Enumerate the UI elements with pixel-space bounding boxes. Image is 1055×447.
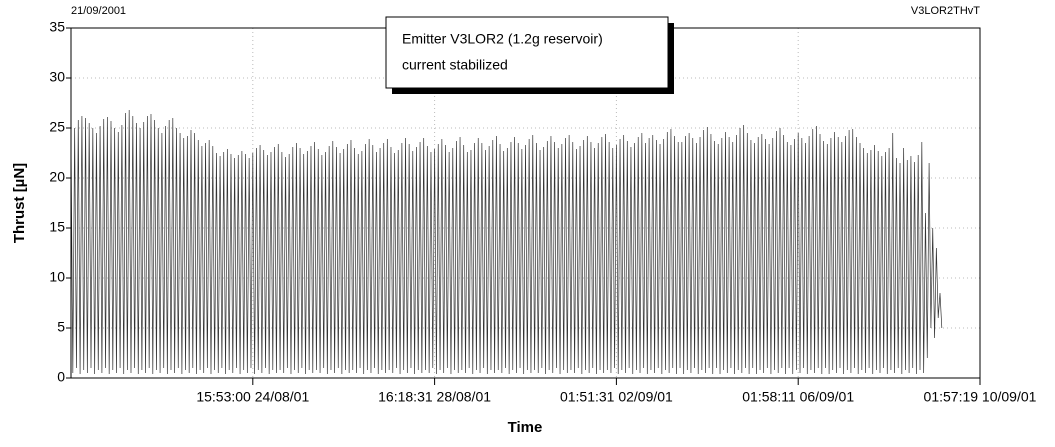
annotation-line: current stabilized [402,57,508,73]
x-tick-label: 01:51:31 02/09/01 [560,389,673,405]
y-tick-label: 5 [57,319,65,335]
annotation-line: Emitter V3LOR2 (1.2g reservoir) [402,31,603,47]
plot-area [70,109,943,375]
x-axis-label: Time [508,419,543,436]
y-tick-label: 0 [57,369,65,385]
y-tick-label: 30 [49,69,65,85]
file-id: V3LOR2THvT [911,5,980,17]
y-tick-label: 35 [49,19,65,35]
x-tick-label: 01:57:19 10/09/01 [924,389,1037,405]
x-tick-label: 01:58:11 06/09/01 [742,389,854,405]
y-tick-label: 10 [49,269,65,285]
y-axis-label: Thrust [µN] [11,163,28,243]
x-tick-label: 15:53:00 24/08/01 [196,389,309,405]
y-tick-label: 25 [49,119,65,135]
x-tick-label: 16:18:31 28/08/01 [378,389,491,405]
y-tick-label: 15 [49,219,65,235]
series-line [70,109,943,375]
annotation-box [385,16,669,89]
y-tick-label: 20 [49,169,65,185]
date-label: 21/09/2001 [71,5,126,17]
